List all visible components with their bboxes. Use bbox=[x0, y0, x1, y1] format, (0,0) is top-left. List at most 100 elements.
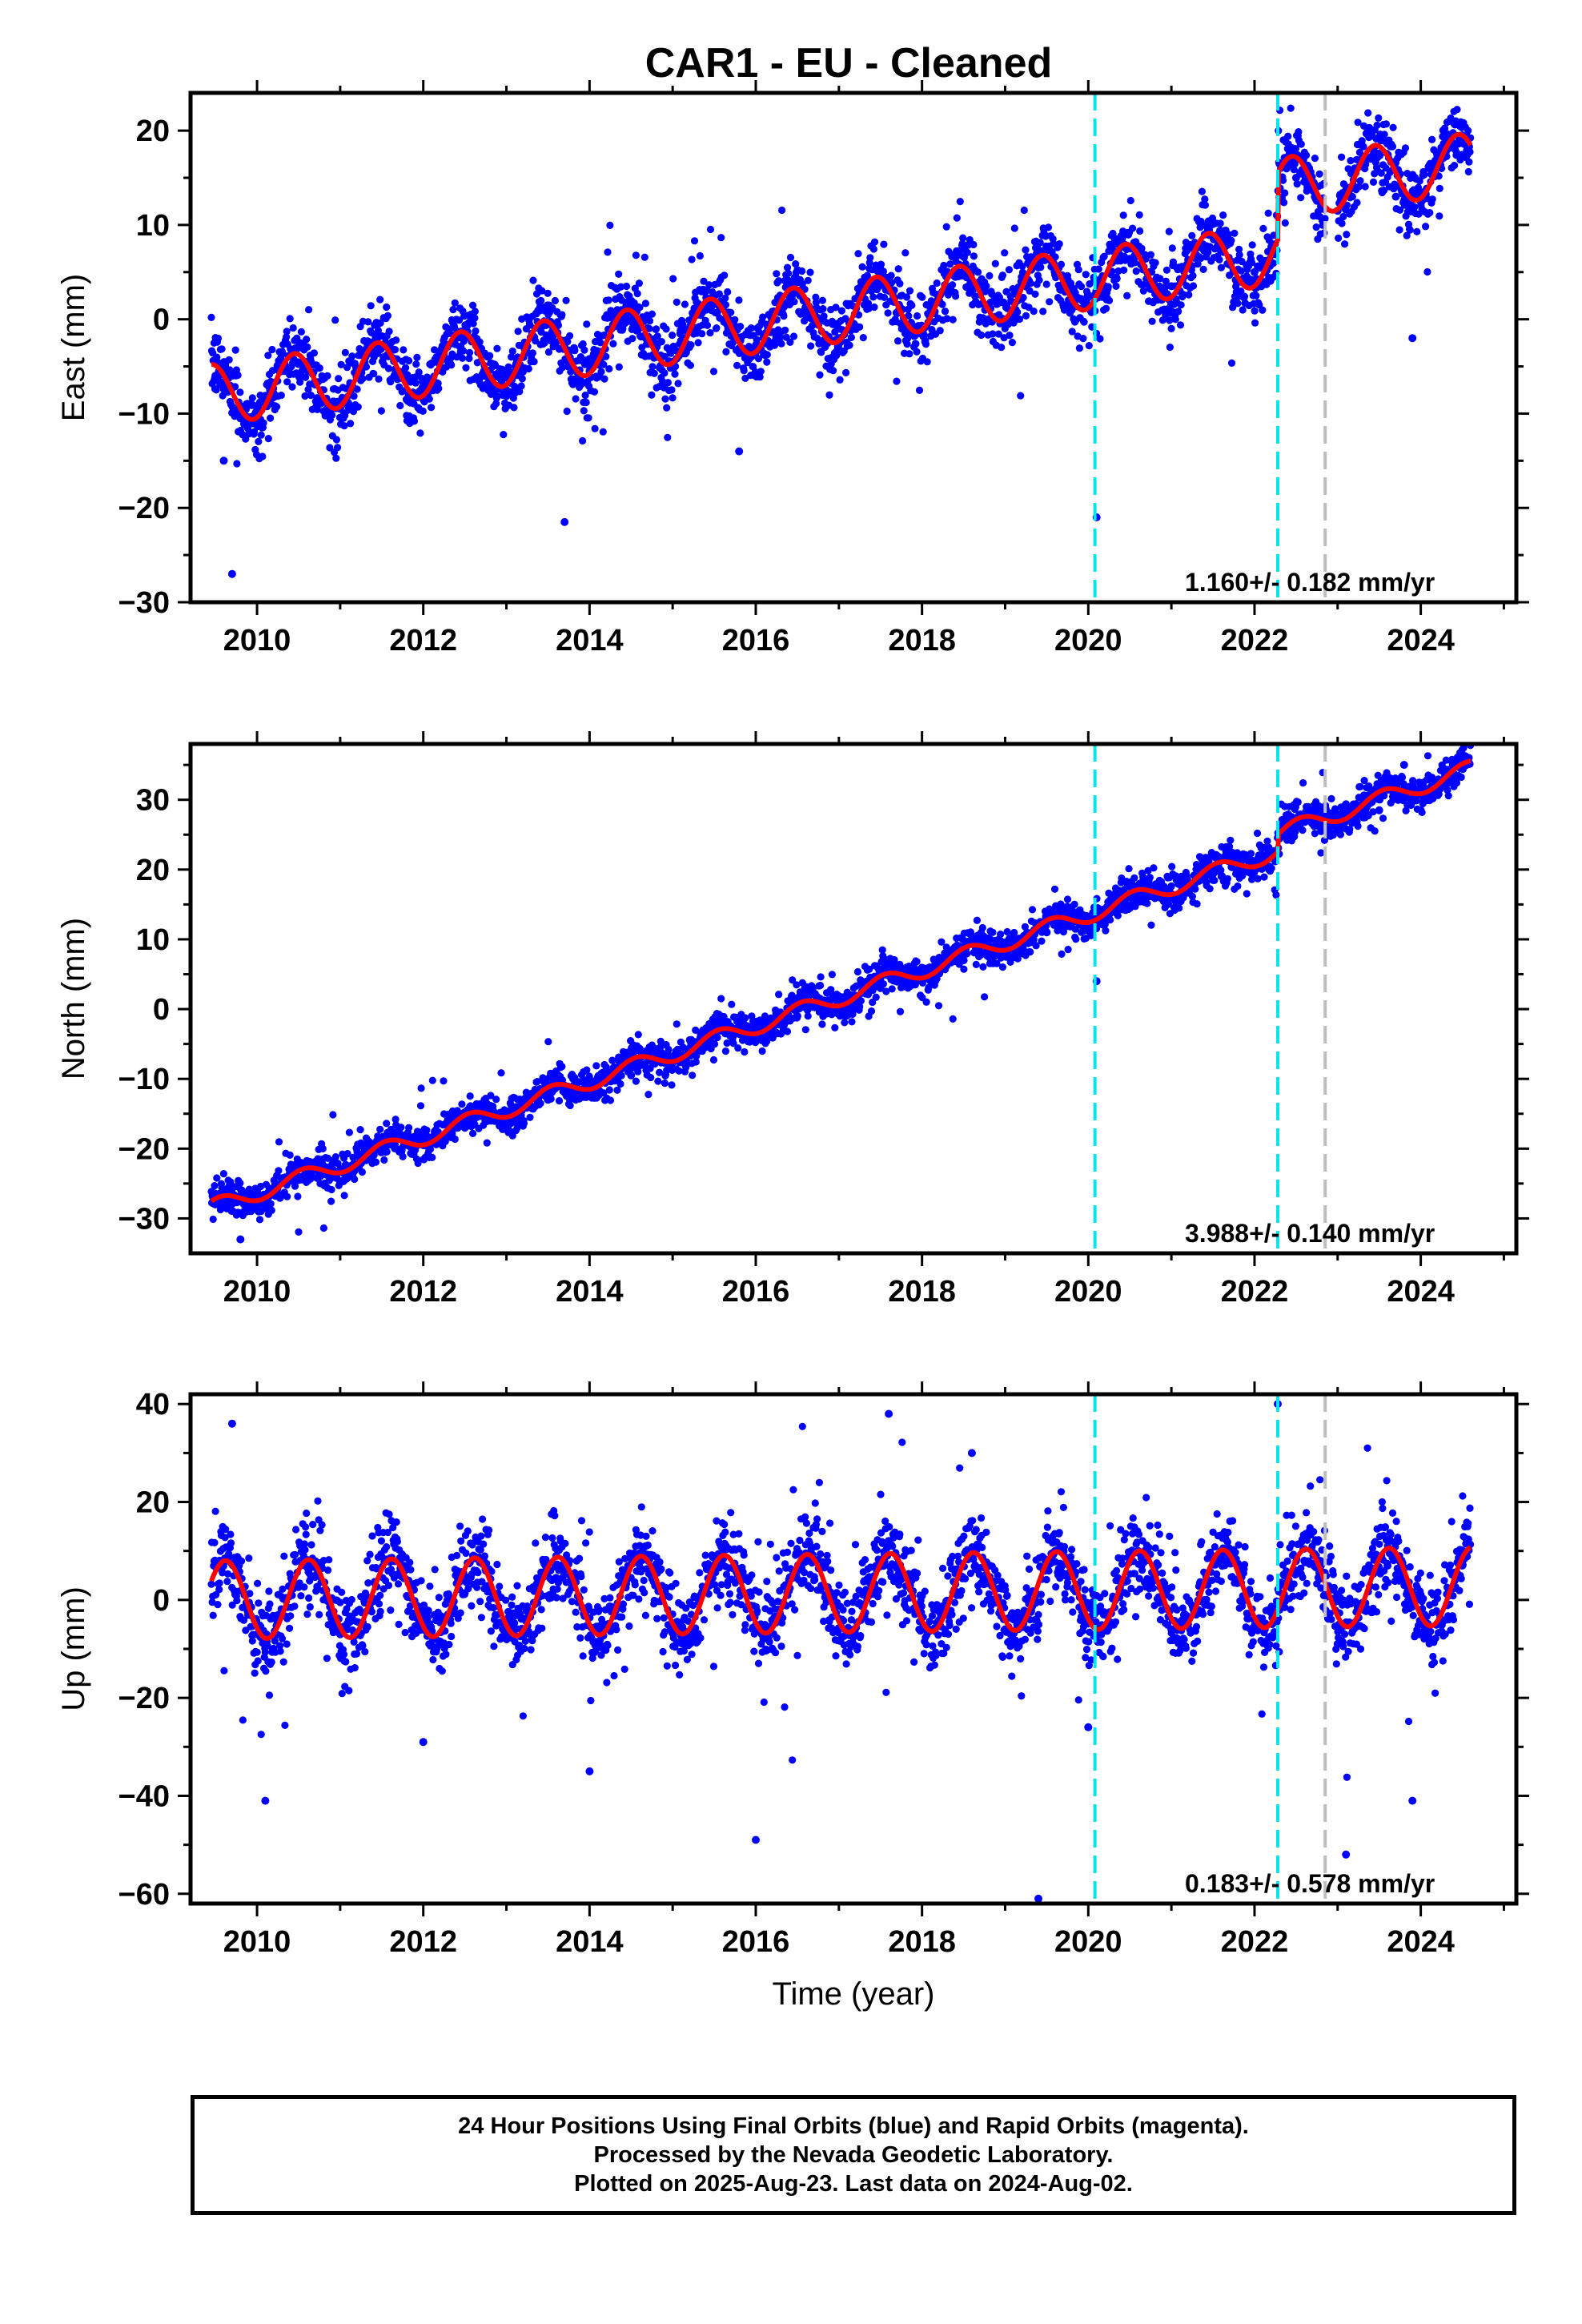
data-point bbox=[1317, 826, 1325, 835]
data-point bbox=[261, 1796, 270, 1805]
y-tick-label: 0 bbox=[153, 993, 170, 1027]
plot-frame-east bbox=[188, 90, 1519, 605]
model-line-north bbox=[210, 758, 1472, 1204]
data-point bbox=[402, 395, 411, 404]
x-tick-label: 2018 bbox=[888, 1925, 956, 1959]
data-point bbox=[1084, 1723, 1093, 1731]
x-tick-label: 2022 bbox=[1221, 1925, 1289, 1959]
data-point bbox=[560, 517, 569, 526]
data-point bbox=[1034, 263, 1042, 271]
data-point bbox=[1367, 155, 1375, 163]
data-point bbox=[627, 1071, 636, 1080]
x-tick-label: 2010 bbox=[223, 624, 291, 657]
data-point bbox=[1209, 875, 1217, 884]
footer-line-orbits: 24 Hour Positions Using Final Orbits (bl… bbox=[458, 2113, 1249, 2139]
scatter-cloud-east bbox=[207, 104, 1475, 468]
x-tick-label: 2014 bbox=[556, 624, 624, 657]
data-point bbox=[1408, 1796, 1417, 1805]
footer-line-plotted: Plotted on 2025-Aug-23. Last data on 202… bbox=[574, 2171, 1133, 2197]
y-tick-label: 20 bbox=[136, 1486, 170, 1520]
data-point bbox=[710, 1039, 719, 1048]
data-point bbox=[1300, 1556, 1309, 1565]
y-axis-north: −30 −20 −10 0 10 20 30 bbox=[118, 763, 1529, 1236]
data-point bbox=[1342, 1850, 1351, 1859]
y-tick-label: −20 bbox=[118, 1682, 170, 1715]
x-axis-north: 2010 2012 2014 2016 2018 2020 2022 2024 bbox=[223, 731, 1505, 1309]
data-point bbox=[901, 329, 909, 338]
y-tick-label: 0 bbox=[153, 1584, 170, 1618]
data-point bbox=[1391, 192, 1400, 201]
data-point bbox=[219, 456, 228, 465]
y-tick-label: 10 bbox=[136, 209, 170, 243]
data-point bbox=[959, 956, 968, 965]
plot-area-north bbox=[207, 744, 1475, 1253]
y-tick-label: 10 bbox=[136, 923, 170, 957]
y-tick-label: 40 bbox=[136, 1388, 170, 1421]
plot-area-east bbox=[207, 93, 1475, 602]
data-point bbox=[544, 1096, 552, 1104]
y-tick-label: −30 bbox=[118, 1202, 170, 1236]
data-point bbox=[1167, 1625, 1176, 1634]
x-axis-label: Time (year) bbox=[773, 1976, 935, 2012]
y-axis-east: −30 −20 −10 0 10 20 bbox=[118, 115, 1529, 620]
data-point bbox=[876, 983, 885, 992]
y-axis-label-up: Up (mm) bbox=[56, 1586, 91, 1711]
data-point bbox=[295, 1176, 303, 1184]
y-tick-label: −10 bbox=[118, 397, 170, 431]
x-tick-label: 2012 bbox=[389, 1925, 457, 1959]
model-line-up bbox=[209, 1545, 1472, 1641]
x-tick-label: 2010 bbox=[223, 1275, 291, 1309]
x-tick-label: 2022 bbox=[1221, 1275, 1289, 1309]
x-tick-label: 2014 bbox=[556, 1275, 624, 1309]
scatter-points-east bbox=[207, 104, 1475, 468]
y-tick-label: 20 bbox=[136, 854, 170, 887]
data-point bbox=[885, 1409, 893, 1418]
data-point bbox=[1167, 282, 1176, 291]
y-tick-label: 20 bbox=[136, 115, 170, 148]
y-axis-up: −60 −40 −20 0 20 40 bbox=[118, 1388, 1529, 1912]
x-tick-label: 2012 bbox=[389, 1275, 457, 1309]
data-point bbox=[377, 1148, 386, 1156]
data-point bbox=[752, 1835, 760, 1844]
scatter-cloud-north bbox=[207, 744, 1475, 1236]
chart-title: CAR1 - EU - Cleaned bbox=[645, 40, 1053, 86]
x-tick-label: 2016 bbox=[722, 1925, 790, 1959]
chart-panels: 2010 2012 2014 2016 2018 2020 2022 2024−30−20−1… bbox=[56, 80, 1529, 2012]
rate-annotation-east: 1.160+/- 0.182 mm/yr bbox=[1185, 568, 1435, 597]
footer-info-box: 24 Hour Positions Using Final Orbits (bl… bbox=[191, 2095, 1516, 2215]
data-point bbox=[485, 381, 494, 390]
x-tick-label: 2024 bbox=[1387, 1925, 1455, 1959]
y-tick-label: −60 bbox=[118, 1878, 170, 1912]
scatter-points-north bbox=[207, 744, 1475, 1236]
y-tick-label: −20 bbox=[118, 1132, 170, 1166]
data-point bbox=[1291, 174, 1300, 182]
x-tick-label: 2020 bbox=[1054, 1925, 1122, 1959]
x-axis-east: 2010 2012 2014 2016 2018 2020 2022 2024 bbox=[223, 80, 1505, 657]
data-point bbox=[1399, 761, 1408, 770]
y-tick-label: −10 bbox=[118, 1063, 170, 1096]
x-tick-label: 2016 bbox=[722, 624, 790, 657]
x-tick-label: 2012 bbox=[389, 624, 457, 657]
data-point bbox=[1126, 903, 1134, 912]
data-point bbox=[1251, 267, 1259, 276]
data-point bbox=[460, 1124, 469, 1132]
data-point bbox=[1034, 1894, 1042, 1903]
rate-annotation-north: 3.988+/- 0.140 mm/yr bbox=[1185, 1219, 1435, 1248]
y-tick-label: 30 bbox=[136, 784, 170, 818]
plot-frame-north bbox=[188, 742, 1519, 1256]
panel-up: 2010 2012 2014 2016 2018 2020 2022 2024 −60 −40 −2… bbox=[56, 1381, 1529, 2012]
x-axis-up: 2010 2012 2014 2016 2018 2020 2022 2024 bbox=[223, 1381, 1505, 1959]
data-point bbox=[585, 1767, 594, 1775]
data-point bbox=[211, 372, 220, 380]
panel-north: 2010 2012 2014 2016 2018 2020 2022 2024−30−20−1… bbox=[56, 731, 1529, 1309]
model-line-east bbox=[210, 131, 1473, 422]
data-point bbox=[227, 1419, 236, 1428]
data-point bbox=[236, 1235, 245, 1244]
scatter-cloud-up bbox=[207, 1422, 1475, 1781]
data-point bbox=[967, 1449, 976, 1458]
data-point bbox=[735, 447, 744, 456]
data-point bbox=[1383, 1562, 1392, 1570]
scatter-points-up bbox=[207, 1422, 1475, 1781]
x-tick-label: 2024 bbox=[1387, 1275, 1455, 1309]
